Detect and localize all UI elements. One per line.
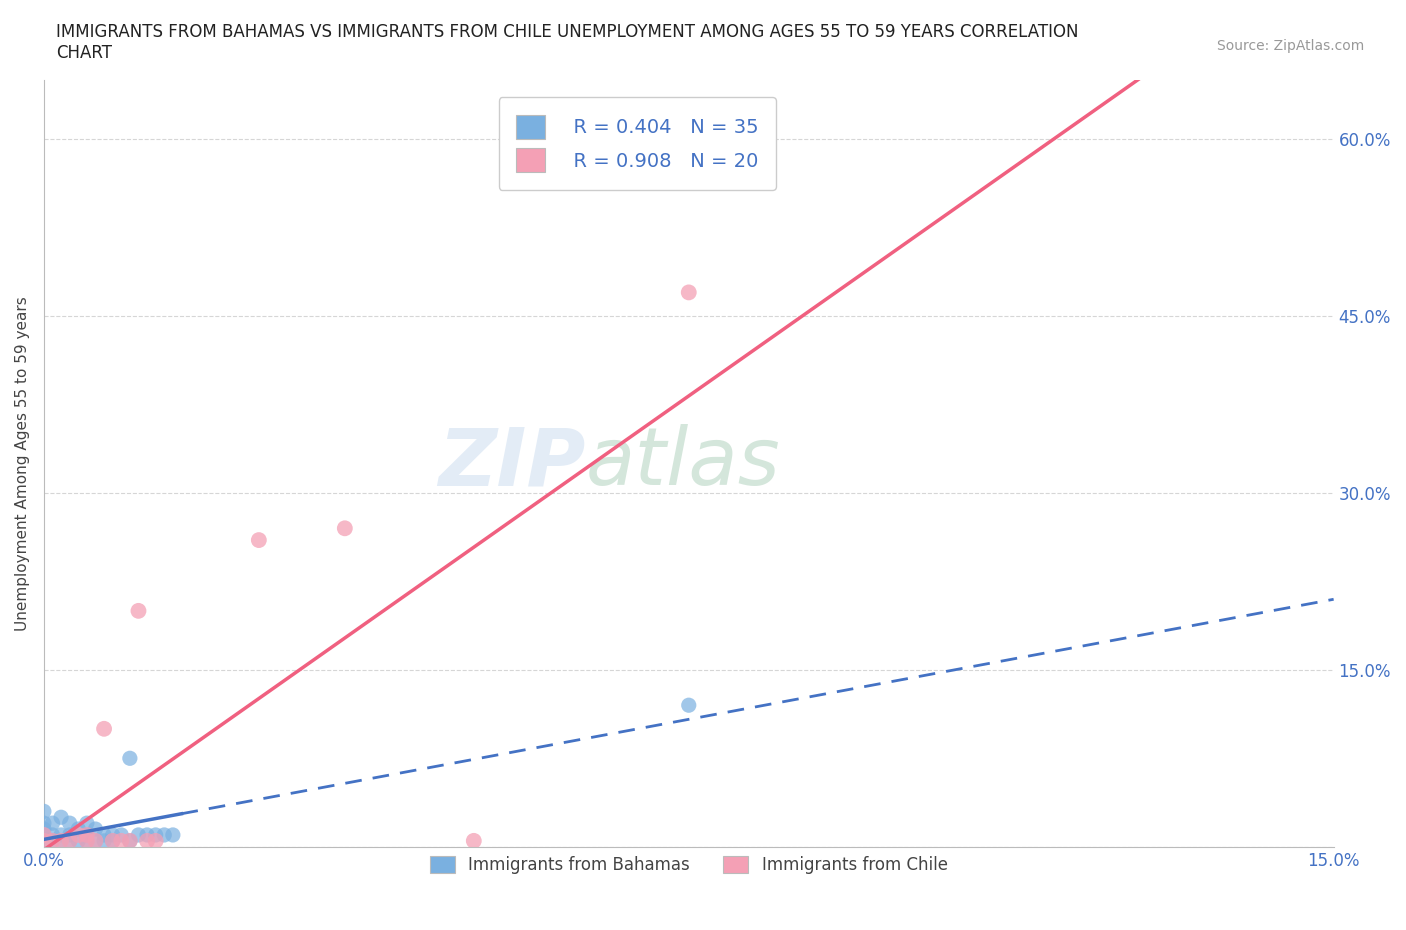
Point <box>247 533 270 548</box>
Point <box>59 816 82 830</box>
Point <box>145 833 167 848</box>
Point <box>678 698 700 712</box>
Point <box>145 828 167 843</box>
Point <box>76 833 98 848</box>
Point <box>32 821 55 836</box>
Point <box>153 828 176 843</box>
Point <box>59 828 82 843</box>
Text: Source: ZipAtlas.com: Source: ZipAtlas.com <box>1216 39 1364 53</box>
Point <box>59 833 82 848</box>
Point <box>76 833 98 848</box>
Point <box>41 816 63 830</box>
Point <box>127 828 149 843</box>
Point <box>49 810 72 825</box>
Point <box>93 828 115 843</box>
Point <box>41 833 63 848</box>
Point <box>41 828 63 843</box>
Point <box>118 833 141 848</box>
Point <box>49 833 72 848</box>
Point <box>101 828 124 843</box>
Point <box>76 828 98 843</box>
Point <box>59 833 82 848</box>
Point <box>76 828 98 843</box>
Point <box>84 833 107 848</box>
Text: IMMIGRANTS FROM BAHAMAS VS IMMIGRANTS FROM CHILE UNEMPLOYMENT AMONG AGES 55 TO 5: IMMIGRANTS FROM BAHAMAS VS IMMIGRANTS FR… <box>56 23 1078 62</box>
Point <box>32 833 55 848</box>
Point <box>32 828 55 843</box>
Point <box>49 833 72 848</box>
Text: ZIP: ZIP <box>439 424 585 502</box>
Point <box>136 828 159 843</box>
Point <box>84 833 107 848</box>
Text: atlas: atlas <box>585 424 780 502</box>
Point <box>110 828 132 843</box>
Point <box>67 833 90 848</box>
Point <box>93 722 115 737</box>
Point <box>333 521 356 536</box>
Point <box>67 828 90 843</box>
Legend: Immigrants from Bahamas, Immigrants from Chile: Immigrants from Bahamas, Immigrants from… <box>423 849 955 881</box>
Point <box>32 804 55 818</box>
Point <box>101 833 124 848</box>
Point <box>32 816 55 830</box>
Y-axis label: Unemployment Among Ages 55 to 59 years: Unemployment Among Ages 55 to 59 years <box>15 296 30 631</box>
Point <box>118 833 141 848</box>
Point <box>32 833 55 848</box>
Point <box>101 833 124 848</box>
Point <box>32 828 55 843</box>
Point <box>136 833 159 848</box>
Point <box>41 833 63 848</box>
Point <box>118 751 141 765</box>
Point <box>110 833 132 848</box>
Point <box>463 833 485 848</box>
Point <box>84 821 107 836</box>
Point <box>49 828 72 843</box>
Point <box>67 821 90 836</box>
Point <box>76 816 98 830</box>
Point <box>127 604 149 618</box>
Point <box>162 828 184 843</box>
Point <box>678 285 700 299</box>
Point <box>93 833 115 848</box>
